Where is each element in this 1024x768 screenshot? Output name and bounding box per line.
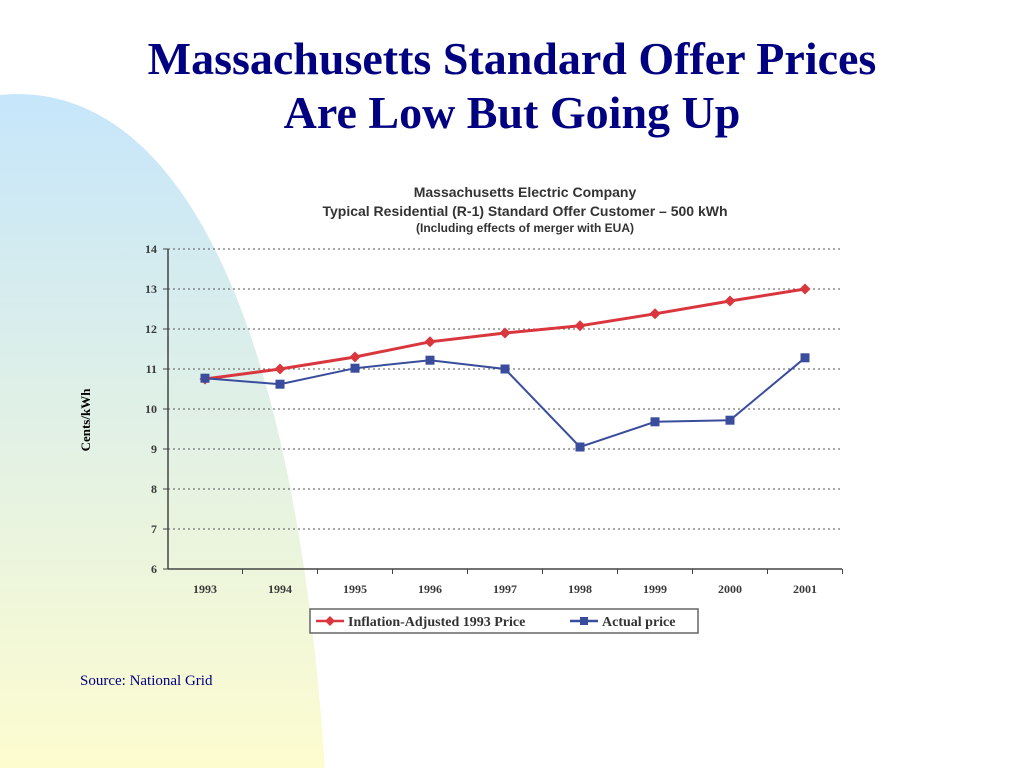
y-tick-label: 11: [146, 362, 157, 376]
y-tick-label: 13: [145, 282, 157, 296]
x-tick-label: 2001: [793, 582, 817, 596]
data-point-actual-price: [500, 364, 510, 374]
x-tick-label: 1998: [568, 582, 592, 596]
legend-actual-label: Actual price: [602, 615, 675, 630]
x-tick-label: 2000: [718, 582, 742, 596]
series: [199, 283, 811, 452]
legend-inflation-marker: [325, 616, 335, 626]
y-tick-labels: 6 7 8 9 10 11 12 13 14: [145, 242, 157, 576]
y-tick-label: 10: [145, 402, 157, 416]
data-point-inflation-adjusted: [799, 283, 811, 295]
data-point-actual-price: [800, 353, 810, 363]
data-point-actual-price: [275, 379, 285, 389]
y-tick-label: 7: [151, 522, 157, 536]
data-point-inflation-adjusted: [574, 320, 586, 332]
data-point-actual-price: [425, 355, 435, 365]
data-point-inflation-adjusted: [424, 336, 436, 348]
x-tick-label: 1993: [193, 582, 217, 596]
source-note: Source: National Grid: [80, 673, 213, 689]
slide-title-line-1: Massachusetts Standard Offer Prices: [147, 33, 877, 84]
x-tick-label: 1994: [268, 582, 292, 596]
data-point-inflation-adjusted: [349, 351, 361, 363]
data-point-inflation-adjusted: [649, 308, 661, 320]
x-tick-labels: 1993 1994 1995 1996 1997 1998 1999 2000 2001: [193, 582, 817, 596]
x-tick-label: 1997: [493, 582, 517, 596]
data-point-actual-price: [200, 373, 210, 383]
legend-inflation-label: Inflation-Adjusted 1993 Price: [348, 615, 525, 630]
x-tick-label: 1996: [418, 582, 442, 596]
data-point-inflation-adjusted: [724, 295, 736, 307]
legend-box: [309, 608, 699, 634]
data-point-actual-price: [725, 415, 735, 425]
slide-title-line-2: Are Low But Going Up: [283, 87, 741, 138]
data-point-inflation-adjusted: [274, 363, 286, 375]
chart-title: Massachusetts Electric Company: [414, 184, 637, 200]
legend-actual-marker: [580, 617, 588, 625]
x-tick-label: 1999: [643, 582, 667, 596]
y-tick-label: 14: [145, 242, 157, 256]
data-point-actual-price: [575, 442, 585, 452]
chart-subtitle: Typical Residential (R-1) Standard Offer…: [322, 203, 727, 219]
chart-subtitle-2: (Including effects of merger with EUA): [416, 221, 634, 235]
data-point-actual-price: [650, 417, 660, 427]
axes: [163, 248, 843, 574]
y-tick-label: 6: [151, 562, 157, 576]
y-tick-label: 9: [151, 442, 157, 456]
y-tick-label: 8: [151, 482, 157, 496]
gridlines: [168, 248, 842, 530]
y-tick-label: 12: [145, 322, 157, 336]
data-point-actual-price: [350, 363, 360, 373]
y-axis-label: Cents/kWh: [78, 388, 93, 452]
data-point-inflation-adjusted: [499, 327, 511, 339]
legend: Inflation-Adjusted 1993 Price Actual pri…: [309, 608, 699, 634]
x-tick-label: 1995: [343, 582, 367, 596]
